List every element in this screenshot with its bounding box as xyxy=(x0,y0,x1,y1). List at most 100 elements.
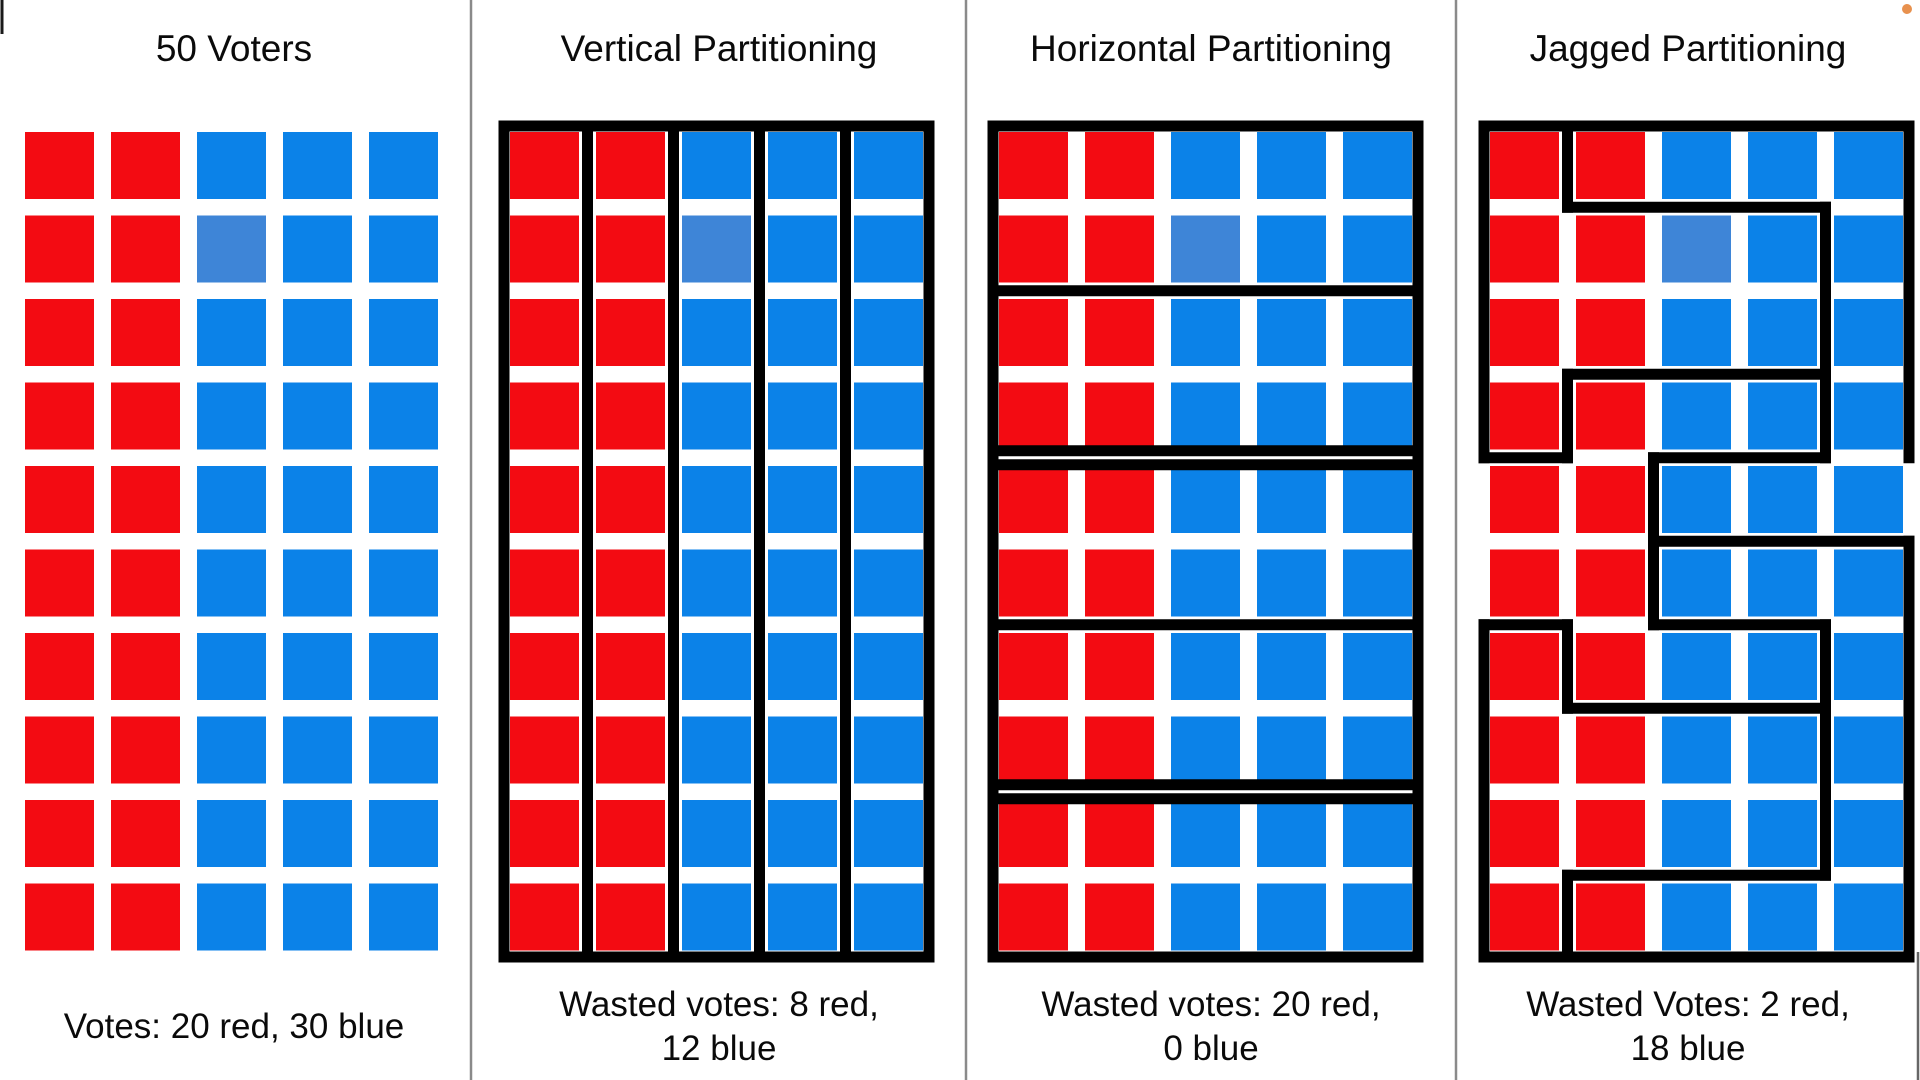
voter-cell-red xyxy=(510,132,579,199)
caption-wasted-vertical: Wasted votes: 8 red, 12 blue xyxy=(559,980,879,1074)
voter-cell-blue xyxy=(1343,633,1412,700)
voter-cell-blue xyxy=(369,215,438,283)
voter-cell-red xyxy=(111,800,180,867)
voter-cell-red xyxy=(111,132,180,199)
voter-cell-red xyxy=(999,800,1068,867)
voter-cell-blue xyxy=(1171,549,1240,617)
voter-cell-blue xyxy=(1257,800,1326,867)
voter-cell-red xyxy=(1576,132,1645,199)
voter-cell-blue xyxy=(1343,132,1412,199)
caption-wasted-jagged: Wasted Votes: 2 red, 18 blue xyxy=(1526,980,1850,1074)
voter-cell-blue xyxy=(1662,549,1731,617)
voter-cell-red xyxy=(596,299,665,366)
voter-cell-blue xyxy=(1343,466,1412,533)
voter-cell-blue xyxy=(197,633,266,700)
voter-cell-red xyxy=(999,883,1068,951)
voter-cell-blue xyxy=(1257,382,1326,450)
voter-cell-blue xyxy=(283,382,352,450)
voter-cell-red xyxy=(999,549,1068,617)
voter-cell-red xyxy=(596,716,665,784)
caption-wasted-horizontal: Wasted votes: 20 red, 0 blue xyxy=(1041,980,1380,1074)
voter-cell-red xyxy=(25,883,94,951)
voter-cell-red xyxy=(111,633,180,700)
voter-cell-blue xyxy=(369,716,438,784)
voter-cell-red xyxy=(25,132,94,199)
voter-cell-red xyxy=(596,132,665,199)
voter-cell-blue xyxy=(1343,382,1412,450)
voter-cell-red xyxy=(999,299,1068,366)
voter-cell-red xyxy=(1576,382,1645,450)
voter-cell-blue xyxy=(1257,132,1326,199)
voter-cell-red xyxy=(596,549,665,617)
voter-cell-red xyxy=(1490,633,1559,700)
voter-cell-blue xyxy=(854,215,923,283)
voter-cell-red xyxy=(1576,466,1645,533)
voter-cell-blue xyxy=(1257,215,1326,283)
voter-cell-blue xyxy=(854,883,923,951)
voter-cell-blue xyxy=(768,549,837,617)
voter-cell-blue xyxy=(197,132,266,199)
voter-cell-red xyxy=(111,466,180,533)
voter-cell-red xyxy=(1085,299,1154,366)
voter-cell-blue xyxy=(1257,716,1326,784)
voter-cell-blue xyxy=(1834,633,1903,700)
voter-cell-red xyxy=(1576,299,1645,366)
voter-cell-blue xyxy=(854,132,923,199)
voter-cell-blue xyxy=(854,382,923,450)
panel-title-50-voters: 50 Voters xyxy=(155,28,313,69)
voter-cell-red xyxy=(596,215,665,283)
voter-cell-red xyxy=(1085,633,1154,700)
voter-cell-blue xyxy=(283,215,352,283)
voter-cell-blue xyxy=(1748,132,1817,199)
voter-cell-red xyxy=(25,466,94,533)
voter-cell-red xyxy=(111,883,180,951)
voter-cell-blue xyxy=(854,299,923,366)
voter-cell-blue xyxy=(283,299,352,366)
voter-cell-blue xyxy=(1834,299,1903,366)
voter-cell-blue xyxy=(1748,883,1817,951)
voter-cell-red xyxy=(25,800,94,867)
voter-cell-blue xyxy=(1748,215,1817,283)
caption-line: Wasted votes: 20 red, xyxy=(1041,985,1381,1024)
voter-cell-red xyxy=(999,633,1068,700)
voter-cell-blue xyxy=(768,215,837,283)
voter-cell-red xyxy=(510,800,579,867)
voter-cell-red xyxy=(25,633,94,700)
voter-cell-red xyxy=(25,215,94,283)
voter-cell-red xyxy=(510,215,579,283)
voter-cell-red xyxy=(1576,549,1645,617)
voter-cell-red xyxy=(1085,215,1154,283)
voter-cell-blue xyxy=(682,633,751,700)
voter-cell-red xyxy=(111,215,180,283)
voter-cell-blue xyxy=(768,382,837,450)
voter-cell-red xyxy=(1576,716,1645,784)
voter-cell-red xyxy=(510,883,579,951)
voter-cell-blue xyxy=(1257,883,1326,951)
corner-dot xyxy=(1902,4,1912,14)
voter-cell-blue xyxy=(1748,382,1817,450)
voter-cell-blue xyxy=(369,132,438,199)
voter-cell-blue xyxy=(1834,716,1903,784)
voter-cell-blue xyxy=(283,466,352,533)
voter-cell-blue xyxy=(1257,549,1326,617)
voter-cell-blue xyxy=(369,299,438,366)
voter-cell-blue xyxy=(1748,466,1817,533)
voter-cell-blue xyxy=(1662,883,1731,951)
voter-cell-blue xyxy=(1171,716,1240,784)
voter-cell-red xyxy=(25,382,94,450)
voter-cell-blue xyxy=(1834,132,1903,199)
panel-title-horizontal-partitioning: Horizontal Partitioning xyxy=(1030,28,1392,69)
voter-cell-blue xyxy=(369,549,438,617)
voter-cell-blue xyxy=(682,466,751,533)
voter-cell-blue xyxy=(1662,132,1731,199)
voter-cell-blue xyxy=(1662,466,1731,533)
voter-cell-blue xyxy=(682,549,751,617)
voter-cell-red xyxy=(510,716,579,784)
voter-cell-light-blue xyxy=(197,215,266,283)
voter-cell-red xyxy=(1085,132,1154,199)
voter-cell-red xyxy=(1085,716,1154,784)
voter-cell-blue xyxy=(1834,800,1903,867)
voter-cell-red xyxy=(596,883,665,951)
voter-cell-blue xyxy=(768,299,837,366)
